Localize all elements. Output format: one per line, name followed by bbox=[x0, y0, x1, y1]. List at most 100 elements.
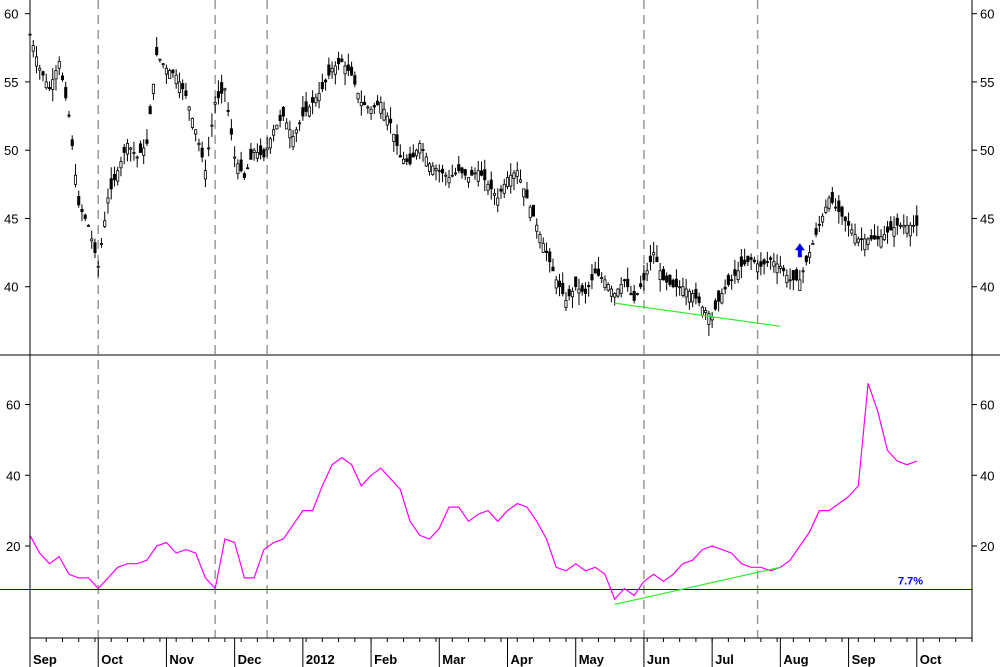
price-candle bbox=[434, 164, 438, 181]
price-candle bbox=[502, 178, 506, 198]
price-candle bbox=[561, 272, 565, 297]
candle-body bbox=[795, 269, 799, 281]
candle-body bbox=[808, 252, 812, 258]
candle-body bbox=[460, 167, 464, 174]
candle-body bbox=[769, 257, 773, 260]
price-candle bbox=[824, 199, 828, 215]
candle-body bbox=[408, 153, 412, 165]
candle-body bbox=[184, 90, 188, 96]
candle-body bbox=[41, 71, 45, 76]
month-label: Sep bbox=[852, 652, 876, 667]
osc-ytick-label-right: 20 bbox=[980, 539, 994, 554]
candle-body bbox=[827, 197, 831, 209]
candle-body bbox=[402, 158, 406, 164]
price-candle bbox=[535, 218, 539, 239]
price-candle bbox=[905, 216, 909, 238]
candle-body bbox=[437, 170, 441, 173]
price-candle bbox=[889, 216, 893, 231]
candle-body bbox=[492, 193, 497, 196]
candle-body bbox=[483, 169, 487, 181]
candle-body bbox=[77, 196, 81, 206]
price-candle bbox=[216, 80, 220, 105]
candle-body bbox=[746, 255, 750, 263]
price-candle bbox=[80, 204, 84, 221]
price-candle bbox=[911, 215, 916, 233]
month-label: Dec bbox=[238, 652, 262, 667]
price-candle bbox=[70, 135, 74, 150]
candle-body bbox=[194, 129, 198, 135]
price-candle bbox=[648, 245, 652, 271]
candle-body bbox=[879, 236, 883, 248]
price-candle bbox=[609, 285, 613, 303]
candle-body bbox=[135, 156, 139, 159]
price-candle bbox=[853, 223, 857, 246]
candle-body bbox=[674, 278, 678, 288]
price-candle bbox=[645, 262, 649, 282]
candle-body bbox=[639, 283, 643, 288]
price-candle bbox=[515, 161, 519, 185]
candle-body bbox=[119, 161, 123, 169]
candle-body bbox=[424, 156, 428, 167]
price-candle bbox=[64, 81, 68, 101]
price-candle bbox=[262, 147, 266, 162]
price-candle bbox=[837, 195, 841, 224]
price-candle bbox=[447, 169, 451, 189]
candle-body bbox=[648, 255, 652, 263]
price-candle bbox=[528, 204, 532, 222]
month-label: Sep bbox=[33, 652, 57, 667]
candle-body bbox=[515, 170, 519, 177]
price-candle bbox=[285, 118, 289, 130]
price-candle bbox=[132, 141, 136, 161]
price-candle bbox=[226, 102, 230, 117]
price-candle bbox=[811, 240, 815, 245]
price-candle bbox=[304, 91, 308, 117]
price-candle bbox=[187, 106, 191, 121]
price-candle bbox=[86, 224, 91, 227]
price-candle bbox=[291, 129, 295, 151]
price-candle bbox=[369, 106, 373, 120]
candle-body bbox=[834, 206, 838, 209]
price-candle bbox=[259, 138, 263, 160]
candle-body bbox=[73, 174, 78, 185]
oscillator-trendline bbox=[614, 566, 781, 605]
price-candle bbox=[385, 112, 389, 131]
candle-body bbox=[580, 285, 584, 292]
candle-body bbox=[255, 152, 259, 159]
price-candle bbox=[112, 166, 116, 187]
price-candle bbox=[155, 37, 159, 57]
price-candle bbox=[496, 188, 500, 213]
price-candle bbox=[353, 71, 357, 88]
candle-body bbox=[509, 174, 513, 187]
price-candle bbox=[655, 245, 659, 263]
month-label: Oct bbox=[101, 652, 123, 667]
price-candle bbox=[876, 225, 880, 247]
candle-body bbox=[505, 177, 510, 187]
price-candle bbox=[626, 267, 630, 292]
candle-body bbox=[106, 197, 110, 204]
price-candle bbox=[603, 275, 607, 291]
candle-body bbox=[905, 224, 909, 234]
price-candle bbox=[639, 275, 643, 290]
candle-body bbox=[801, 270, 805, 273]
price-candle bbox=[473, 167, 477, 180]
candle-body bbox=[372, 105, 376, 108]
candle-body bbox=[382, 108, 386, 121]
candle-body bbox=[707, 313, 711, 325]
price-candle bbox=[476, 161, 480, 187]
price-candle bbox=[847, 212, 851, 237]
candle-body bbox=[489, 179, 493, 190]
candle-body bbox=[109, 178, 113, 190]
price-panel bbox=[28, 27, 919, 337]
price-candle bbox=[499, 184, 503, 199]
price-candle bbox=[119, 156, 123, 177]
price-candle bbox=[551, 258, 555, 272]
price-candle bbox=[717, 289, 721, 312]
candle-body bbox=[304, 101, 308, 112]
candle-body bbox=[655, 256, 659, 263]
candle-body bbox=[418, 142, 422, 154]
candle-body bbox=[103, 220, 107, 227]
candle-body bbox=[96, 265, 100, 268]
price-candle bbox=[379, 96, 383, 119]
candle-body bbox=[811, 243, 815, 245]
price-candle bbox=[785, 269, 789, 288]
